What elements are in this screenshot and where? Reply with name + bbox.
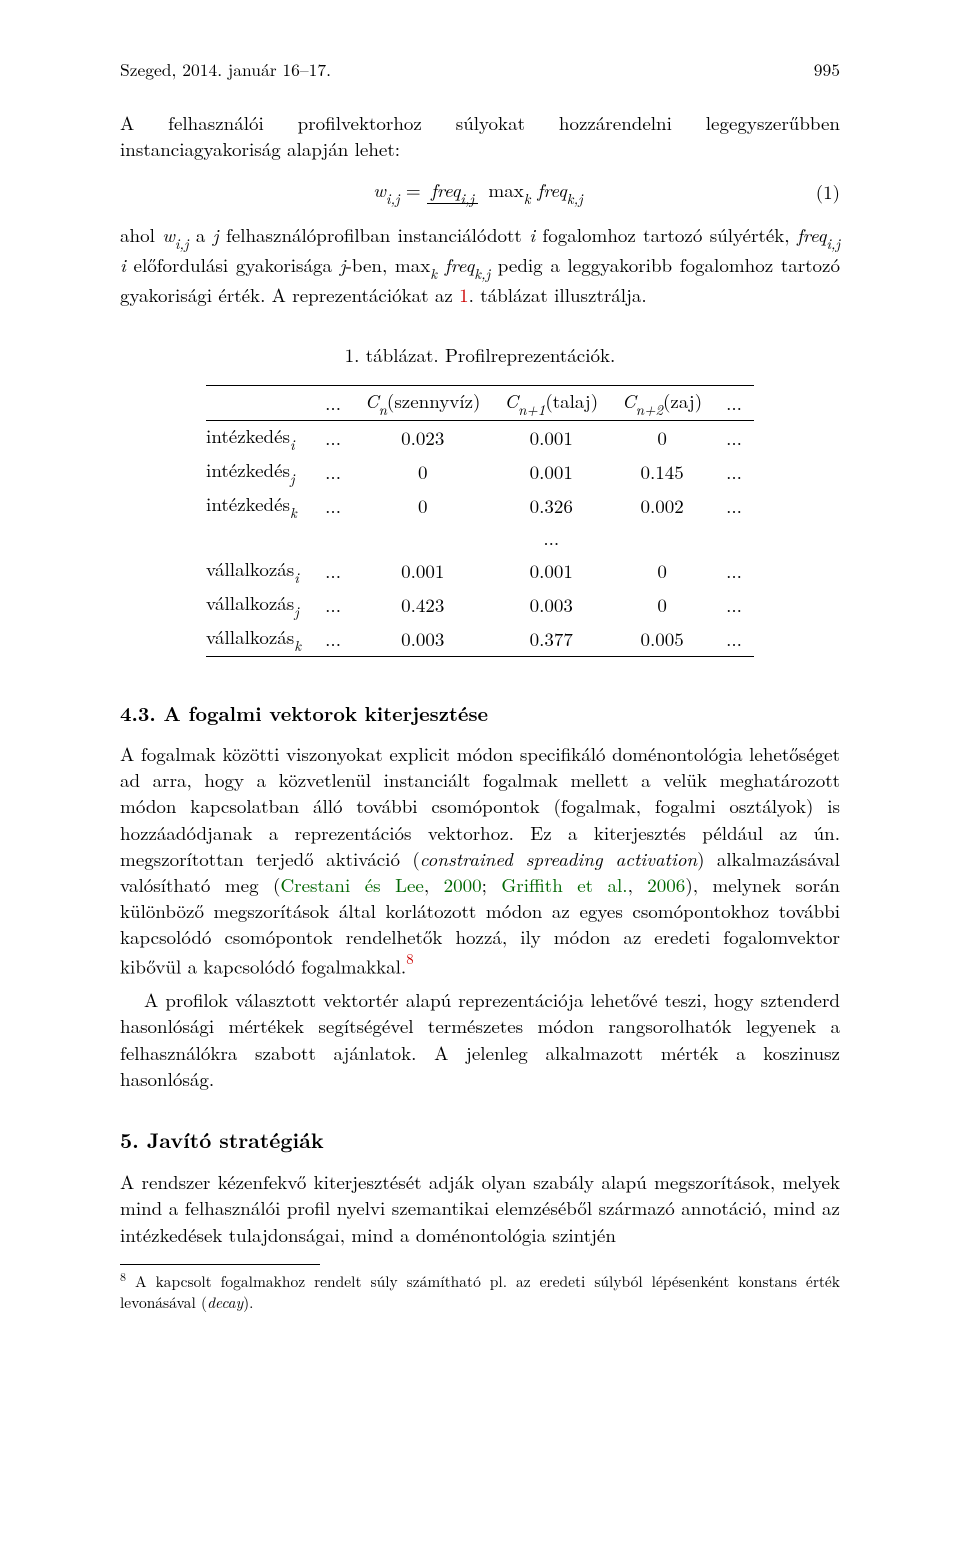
citation-griffith: Griffith et al. [501,871,627,898]
section-5-title: 5. Javító stratégiák [120,1126,840,1155]
table-row: intézkedésj...00.0010.145... [206,455,754,489]
table-caption: 1. táblázat. Profilreprezentációk. [120,342,840,368]
footnote-rule [120,1264,320,1265]
footnote-8: 8 A kapcsolt fogalmakhoz rendelt súly sz… [120,1269,840,1314]
table-ref-1: 1 [459,281,469,308]
profile-table: ... Cn(szennyvíz) Cn+1(talaj) Cn+2(zaj) … [206,385,754,658]
table-row: intézkedési...0.0230.0010... [206,420,754,455]
header-right: 995 [814,58,840,82]
page-header: Szeged, 2014. január 16–17. 995 [120,58,840,82]
table-row: vállalkozási...0.0010.0010... [206,554,754,588]
citation-griffith-year: 2006 [647,871,685,898]
header-left: Szeged, 2014. január 16–17. [120,58,331,82]
sec5-p1: A rendszer kézenfekvő kiterjesztését adj… [120,1169,840,1248]
sec43-p2: A profilok választott vektortér alapú re… [120,987,840,1092]
table-row: vállalkozásj...0.4230.0030... [206,588,754,622]
table-row: ... [206,523,754,553]
citation-crestani: Crestani és Lee [280,871,423,898]
footnote-marker-8: 8 [406,948,413,969]
table-row: intézkedésk...00.3260.002... [206,489,754,523]
citation-crestani-year: 2000 [444,871,482,898]
table-row: vállalkozásk...0.0030.3770.005... [206,622,754,657]
equation-1: wi,j = freqi,j maxk freqk,j (1) [120,177,840,208]
after-formula-paragraph: ahol wi,j a j felhasználóprofilban insta… [120,222,840,309]
section-4-3-title: 4.3. A fogalmi vektorok kiterjesztése [120,699,840,727]
equation-number: (1) [816,179,840,205]
sec43-p1: A fogalmak közötti viszonyokat explicit … [120,741,840,979]
intro-paragraph: A felhasználói profilvektorhoz súlyokat … [120,110,840,162]
